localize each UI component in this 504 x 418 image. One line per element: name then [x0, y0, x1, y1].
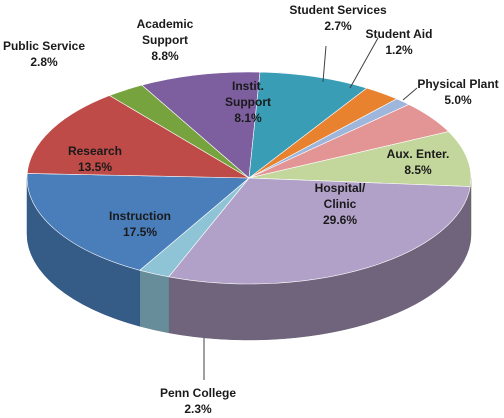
slice-label-student-services: Student Services 2.7%: [289, 3, 387, 33]
slice-name-academic-support: Academic: [137, 17, 194, 31]
pie-sides: [26, 177, 472, 341]
slice-name-student-services: Student Services: [289, 3, 387, 17]
slice-label-research: Research 13.5%: [68, 144, 122, 174]
pie-slice-aux-enter: [248, 131, 472, 187]
leader-line-physical-plant: [402, 87, 418, 101]
slice-value-hospital-clinic: 29.6%: [323, 213, 357, 227]
pie-slice-academic-support: [141, 71, 261, 179]
slice-name-research: Research: [68, 144, 122, 158]
slice-value-instruction: 17.5%: [123, 225, 157, 239]
slice-value-instit-support: 8.1%: [234, 111, 262, 125]
slice-label-penn-college: Penn College 2.3%: [160, 386, 236, 416]
slice-value-public-service: 2.8%: [30, 55, 58, 69]
pie-slice-instruction: [26, 173, 250, 271]
slice-label-public-service: Public Service 2.8%: [3, 39, 85, 69]
slice-name-instruction: Instruction: [109, 209, 171, 223]
slice-value-academic-support: 8.8%: [151, 49, 179, 63]
slice-label-hospital-clinic: Hospital/Clinic 29.6%: [315, 181, 366, 227]
slice-label-aux-enter: Aux. Enter. 8.5%: [387, 147, 450, 177]
pie-slice-research: [26, 95, 251, 179]
slice-name-instit-support: Support: [225, 95, 271, 109]
slice-name-hospital-clinic: Clinic: [324, 197, 357, 211]
slice-name-physical-plant: Physical Plant: [417, 77, 498, 91]
leader-line-student-services: [322, 45, 327, 83]
pie-slice-instit-support: [248, 71, 368, 179]
slice-name-instit-support: Instit.: [232, 79, 264, 93]
pie-top-slices: [26, 71, 472, 285]
slice-label-academic-support: Academic Support 8.8%: [137, 17, 194, 63]
slice-value-physical-plant: 5.0%: [444, 93, 472, 107]
slice-label-instit-support: Instit. Support 8.1%: [225, 79, 271, 125]
slice-value-student-services: 2.7%: [324, 19, 352, 33]
slice-labels: Student Services 2.7% Student Aid 1.2% Physi…: [3, 3, 499, 416]
slice-name-student-aid: Student Aid: [366, 27, 433, 41]
slice-label-physical-plant: Physical Plant 5.0%: [417, 77, 498, 107]
slice-label-instruction: Instruction 17.5%: [109, 209, 171, 239]
slice-label-student-aid: Student Aid 1.2%: [366, 27, 433, 57]
pie-slice-hospital-clinic: [168, 177, 471, 285]
slice-name-aux-enter: Aux. Enter.: [387, 147, 450, 161]
slice-value-student-aid: 1.2%: [385, 43, 413, 57]
slice-value-research: 13.5%: [78, 160, 112, 174]
slice-name-hospital-clinic: Hospital/: [315, 181, 366, 195]
pie-side-penn-college: [139, 269, 169, 334]
slice-name-penn-college: Penn College: [160, 386, 236, 400]
slice-value-aux-enter: 8.5%: [404, 163, 432, 177]
slice-name-public-service: Public Service: [3, 39, 85, 53]
leader-line-student-aid: [349, 37, 379, 89]
leader-lines: [203, 37, 418, 380]
slice-name-academic-support: Support: [142, 33, 188, 47]
slice-value-penn-college: 2.3%: [184, 402, 212, 416]
